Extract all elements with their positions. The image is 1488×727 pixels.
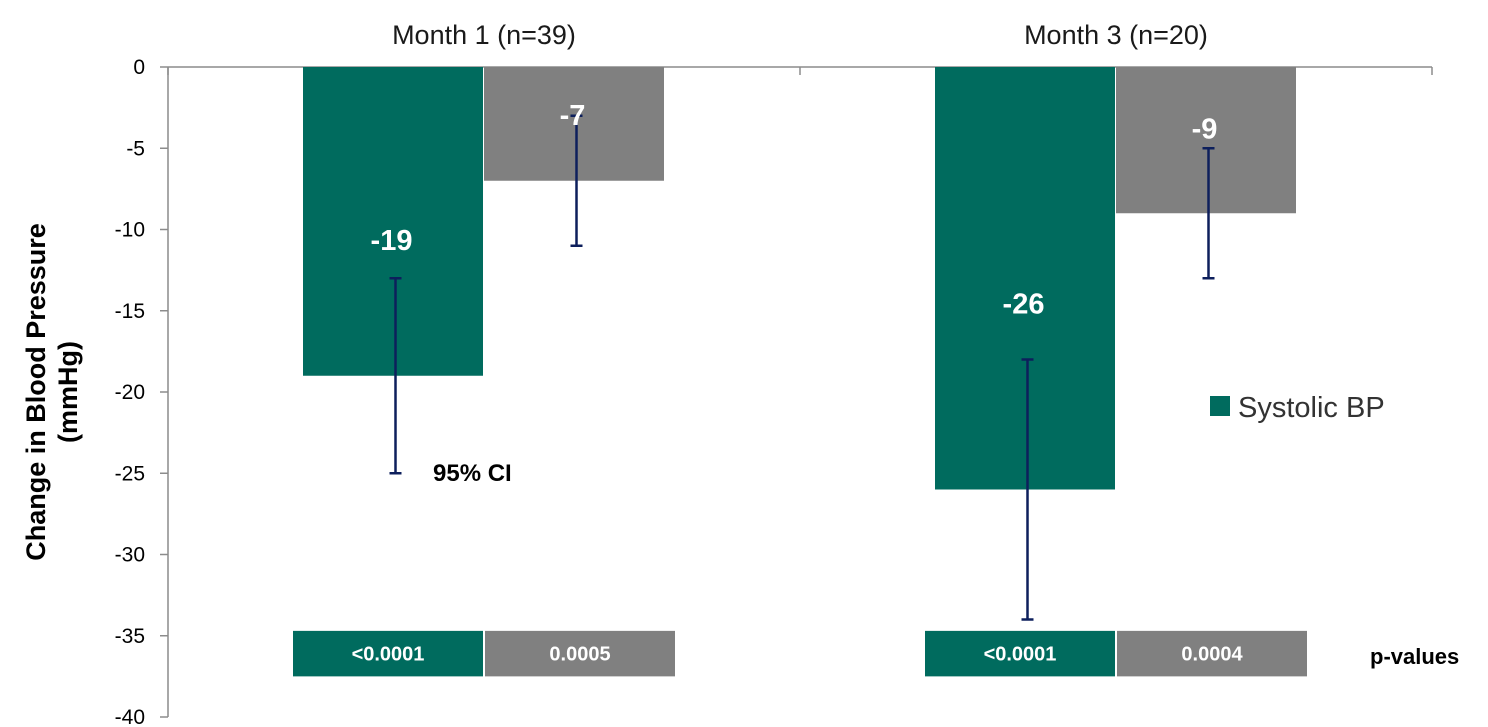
p-value-text-s0-c1: <0.0001 bbox=[984, 644, 1057, 666]
category-label-1: Month 3 (n=20) bbox=[1024, 20, 1208, 50]
y-tick-label-1: -5 bbox=[126, 137, 145, 160]
ci-annotation: 95% CI bbox=[433, 460, 512, 487]
y-axis-label-line-1: Change in Blood Pressure bbox=[21, 223, 51, 561]
legend-swatch-systolic bbox=[1210, 396, 1230, 416]
bars bbox=[303, 67, 1296, 490]
y-tick-label-4: -20 bbox=[115, 381, 145, 404]
category-label-0: Month 1 (n=39) bbox=[392, 20, 576, 50]
y-tick-label-7: -35 bbox=[115, 625, 145, 648]
data-labels: -19 -7 -26 -9 bbox=[371, 100, 1218, 321]
p-value-box-s0-c1 bbox=[925, 630, 1115, 677]
p-value-box-s0-c0 bbox=[293, 630, 483, 677]
error-bars bbox=[389, 114, 1215, 621]
legend: Systolic BP bbox=[1210, 392, 1385, 424]
y-tick-label-3: -15 bbox=[115, 300, 145, 323]
legend-label-systolic: Systolic BP bbox=[1238, 392, 1385, 424]
data-label-s0-c1: -26 bbox=[1003, 289, 1045, 321]
data-label-s1-c1: -9 bbox=[1192, 113, 1218, 145]
y-tick-label-8: -40 bbox=[115, 706, 145, 727]
bar-s0-c0 bbox=[303, 67, 483, 376]
y-ticks: 0 -5 -10 -15 -20 -25 -30 -35 -40 bbox=[115, 56, 1433, 727]
bar-s0-c1 bbox=[935, 67, 1115, 490]
data-label-s1-c0: -7 bbox=[560, 100, 586, 132]
y-tick-label-0: 0 bbox=[133, 56, 145, 79]
y-tick-label-2: -10 bbox=[115, 219, 145, 242]
p-value-text-s1-c0: 0.0005 bbox=[549, 644, 610, 666]
bar-s1-c1 bbox=[1116, 67, 1296, 214]
p-value-box-s1-c1 bbox=[1117, 630, 1307, 677]
p-value-text-s0-c0: <0.0001 bbox=[352, 644, 425, 666]
bar-s1-c0 bbox=[484, 67, 664, 181]
p-values-label: p-values bbox=[1370, 644, 1459, 669]
p-value-boxes: <0.0001 0.0005 <0.0001 0.0004 bbox=[293, 630, 1307, 677]
y-tick-label-5: -25 bbox=[115, 462, 145, 485]
data-label-s0-c0: -19 bbox=[371, 225, 413, 257]
y-tick-label-6: -30 bbox=[115, 544, 145, 567]
p-value-text-s1-c1: 0.0004 bbox=[1181, 644, 1243, 666]
category-labels: Month 1 (n=39) Month 3 (n=20) bbox=[392, 20, 1208, 50]
y-axis-label-line-2: (mmHg) bbox=[53, 341, 83, 443]
p-value-box-s1-c0 bbox=[485, 630, 675, 677]
